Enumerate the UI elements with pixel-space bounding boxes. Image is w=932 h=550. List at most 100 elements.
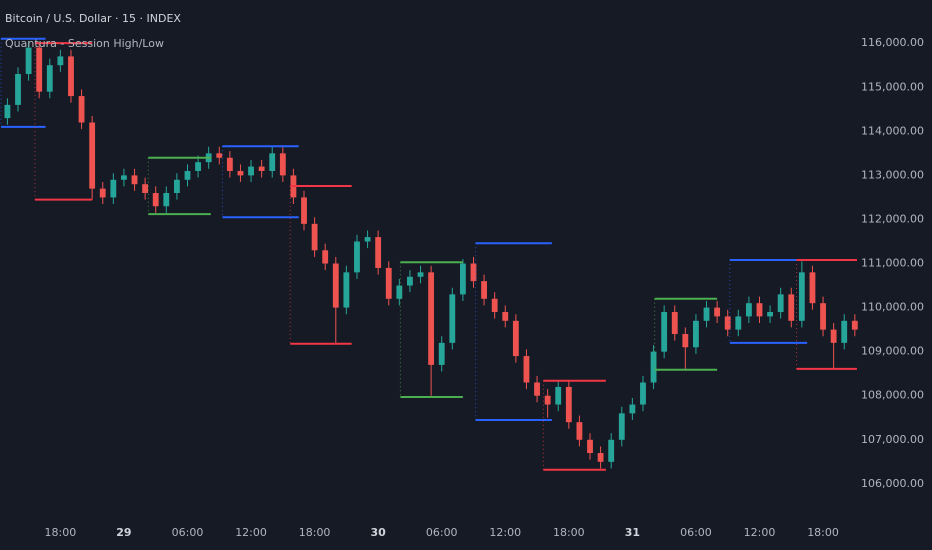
candle-body [364, 237, 371, 242]
candle-body [354, 241, 360, 273]
y-tick-label: 111,000.00 [861, 257, 924, 270]
candle-body [142, 184, 149, 194]
candle-body [809, 272, 816, 304]
candle-body [25, 47, 32, 75]
candle-body [576, 422, 583, 440]
candle-body [470, 263, 477, 282]
y-tick-label: 106,000.00 [861, 477, 924, 490]
candle-body [322, 250, 329, 264]
candle-body [756, 303, 763, 317]
candle-body [216, 153, 223, 158]
x-tick-label: 12:00 [489, 526, 521, 539]
x-tick-label: 18:00 [553, 526, 585, 539]
candle-body [661, 312, 668, 352]
candle-body [851, 320, 858, 330]
candle-body [301, 197, 307, 224]
candle-body [343, 272, 350, 308]
chart-title: Bitcoin / U.S. Dollar · 15 · INDEX [5, 12, 181, 25]
candle-body [459, 263, 466, 295]
candle-body [714, 307, 721, 317]
candle-body [735, 316, 742, 330]
candle-body [152, 193, 159, 207]
y-tick-label: 110,000.00 [861, 301, 924, 314]
candle-body [78, 96, 85, 123]
candle-body [544, 395, 551, 405]
y-tick-label: 109,000.00 [861, 345, 924, 358]
candle-body [15, 74, 21, 105]
candle-body [788, 294, 795, 321]
candle-body [608, 439, 615, 462]
candle-body [481, 281, 487, 299]
candle-body [587, 439, 593, 454]
candle-body [841, 320, 848, 343]
candle-body [555, 386, 562, 405]
candle-body [184, 170, 191, 180]
candle-body [99, 188, 106, 198]
candle-body [618, 413, 625, 440]
candle-body [428, 272, 435, 365]
x-tick-label: 06:00 [172, 526, 204, 539]
y-tick-label: 107,000.00 [861, 433, 924, 446]
candle-body [491, 298, 498, 312]
candle-body [279, 153, 286, 176]
candle-body [820, 303, 826, 330]
candle-body [385, 267, 392, 299]
indicator-name: Quantura - Session High/Low [5, 37, 164, 50]
candle-body [89, 122, 96, 189]
candle-body [512, 320, 519, 357]
x-tick-label: 29 [116, 526, 131, 539]
candle-body [777, 294, 784, 312]
candle-body [523, 356, 530, 383]
candle-body [121, 175, 127, 180]
x-tick-label: 06:00 [426, 526, 458, 539]
candle-body [311, 223, 318, 251]
candle-body [36, 47, 43, 92]
candle-body [682, 334, 689, 348]
candle-body [597, 453, 604, 462]
candle-body [396, 285, 403, 299]
candle-body [640, 382, 646, 405]
candle-body [173, 179, 180, 194]
candle-body [110, 179, 117, 198]
x-tick-label: 18:00 [299, 526, 331, 539]
candle-body [226, 157, 233, 171]
candle-body [68, 56, 74, 97]
candle-body [565, 386, 572, 423]
candle-body [438, 342, 445, 365]
candle-body [258, 166, 265, 171]
candle-body [131, 175, 138, 185]
plot-area [0, 37, 858, 471]
candle-body [745, 303, 752, 317]
y-tick-label: 116,000.00 [861, 36, 924, 49]
candle-body [407, 276, 413, 286]
candle-body [629, 404, 636, 414]
candle-body [767, 312, 773, 317]
candle-body [4, 104, 11, 119]
x-tick-label: 18:00 [807, 526, 839, 539]
candle-body [798, 272, 805, 321]
y-tick-label: 112,000.00 [861, 212, 924, 225]
candle-body [332, 263, 339, 308]
candle-body [269, 153, 276, 171]
candle-body [57, 56, 64, 66]
candle-body [163, 193, 170, 207]
y-tick-label: 114,000.00 [861, 124, 924, 137]
x-tick-label: 18:00 [45, 526, 77, 539]
candle-body [237, 170, 244, 176]
candle-body [693, 320, 699, 348]
candle-body [703, 307, 710, 321]
x-tick-label: 12:00 [235, 526, 267, 539]
candle-body [46, 65, 53, 92]
candle-body [375, 237, 382, 268]
candle-body [502, 312, 509, 321]
candle-body [724, 316, 731, 330]
candle-body [248, 166, 254, 176]
y-tick-label: 108,000.00 [861, 389, 924, 402]
x-tick-label: 30 [370, 526, 386, 539]
y-tick-label: 115,000.00 [861, 80, 924, 93]
candle-body [671, 312, 678, 335]
x-tick-label: 06:00 [680, 526, 712, 539]
candle-body [417, 272, 424, 277]
